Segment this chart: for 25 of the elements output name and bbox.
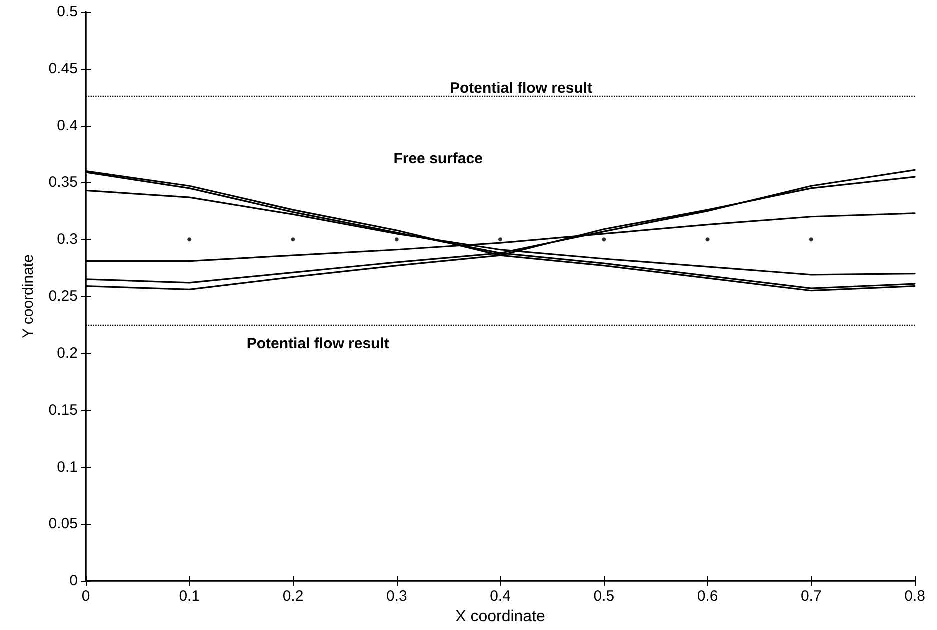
x-tick-label: 0.1 xyxy=(179,588,200,606)
y-tick-label: 0 xyxy=(70,572,78,590)
y-tick-label: 0.15 xyxy=(48,402,78,419)
annotation: Potential flow result xyxy=(450,80,592,97)
y-tick-label: 0.1 xyxy=(57,458,78,476)
x-tick-label: 0 xyxy=(82,588,90,606)
x-tick-label: 0.7 xyxy=(800,588,822,606)
annotation: Potential flow result xyxy=(246,336,390,353)
y-tick-label: 0.25 xyxy=(48,288,78,306)
y-tick-label: 0.05 xyxy=(48,516,78,533)
x-tick-label: 0.3 xyxy=(386,588,408,606)
x-tick-label: 0.8 xyxy=(904,588,926,606)
y-tick-label: 0.5 xyxy=(57,4,78,20)
y-tick-label: 0.35 xyxy=(48,174,78,192)
y-tick-label: 0.2 xyxy=(57,344,78,362)
y-tick-label: 0.3 xyxy=(57,231,78,248)
x-axis-title: X coordinate xyxy=(456,608,546,626)
x-tick-label: 0.6 xyxy=(697,588,718,606)
x-tick-label: 0.2 xyxy=(282,588,304,606)
x-tick-label: 0.5 xyxy=(594,588,615,606)
y-tick-label: 0.4 xyxy=(57,117,78,134)
y-tick-label: 0.45 xyxy=(48,60,78,78)
annotation: Free surface xyxy=(394,150,483,168)
x-tick-label: 0.4 xyxy=(490,588,511,606)
y-axis-title: Y coordinate xyxy=(20,254,37,339)
